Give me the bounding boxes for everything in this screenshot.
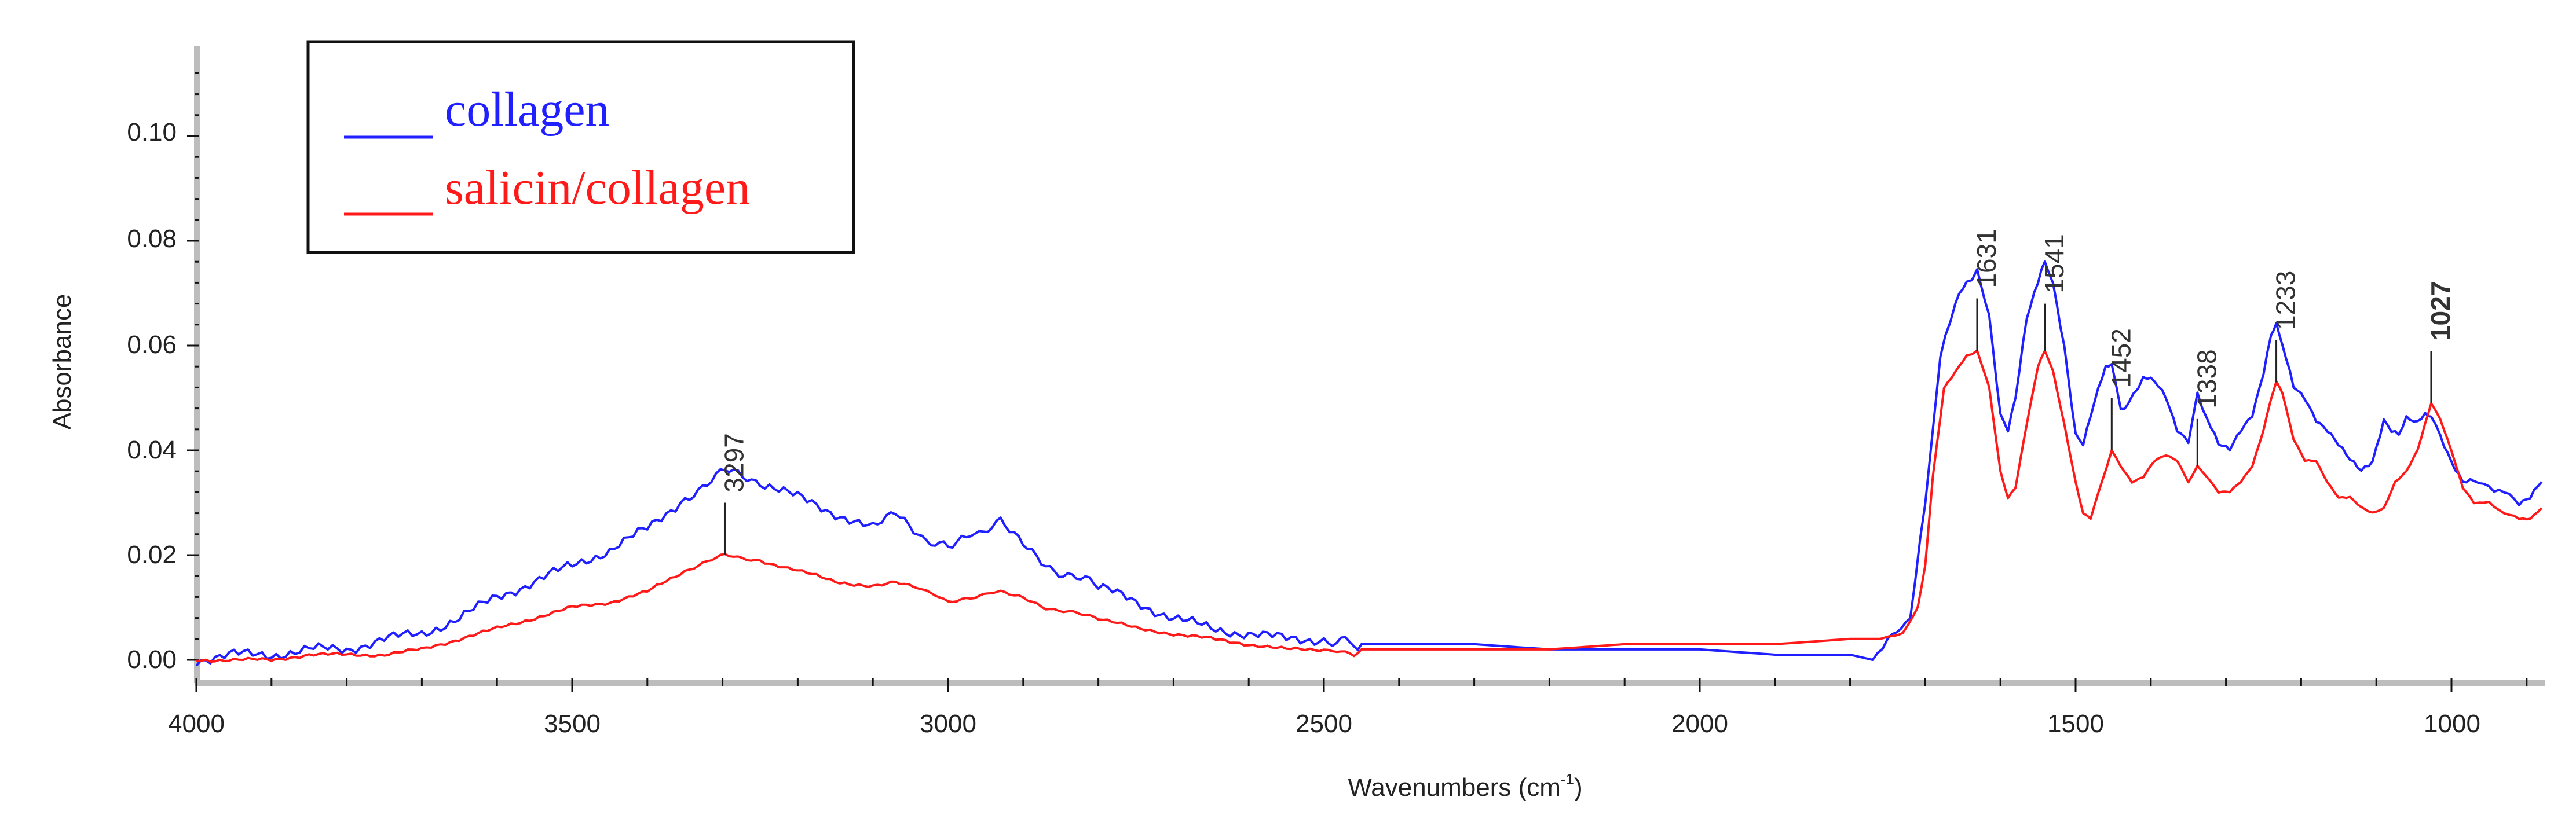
x-tick-label: 2000 xyxy=(1671,710,1728,738)
salicin-collagen-spectrum-line xyxy=(196,349,2543,663)
peak-annotations: 3297 1631 1541 1452 1338 1233 1027 xyxy=(719,229,2456,555)
x-minor-ticks xyxy=(195,678,2528,692)
y-tick-label: 0.06 xyxy=(127,331,177,359)
x-axis-title-close: ) xyxy=(1574,773,1583,802)
y-minor-ticks xyxy=(187,72,199,661)
peak-annotation: 3297 xyxy=(719,433,749,555)
collagen-spectrum-line xyxy=(195,260,2543,667)
legend-label-salicin-collagen: salicin/collagen xyxy=(445,161,750,215)
y-tick-labels: 0.10 0.08 0.06 0.04 0.02 0.00 xyxy=(127,118,177,674)
y-tick-label: 0.08 xyxy=(127,225,177,253)
x-tick-label: 4000 xyxy=(168,710,225,738)
x-axis: 4000 3500 3000 2500 2000 1500 1000 Waven… xyxy=(168,678,2545,802)
x-tick-label: 1000 xyxy=(2424,710,2480,738)
peak-annotation: 1541 xyxy=(2039,234,2069,351)
y-tick-label: 0.02 xyxy=(127,541,177,569)
peak-label: 1452 xyxy=(2106,328,2136,387)
peak-annotation: 1452 xyxy=(2106,328,2136,450)
series-layer xyxy=(195,260,2543,667)
peak-annotation: 1631 xyxy=(1971,229,2001,351)
y-tick-label: 0.00 xyxy=(127,645,177,674)
x-tick-label: 1500 xyxy=(2047,710,2104,738)
y-axis: 0.10 0.08 0.06 0.04 0.02 0.00 Absorbance xyxy=(48,46,200,683)
x-axis-title-main: Wavenumbers (cm xyxy=(1348,773,1561,802)
x-tick-label: 3500 xyxy=(544,710,601,738)
x-axis-title: Wavenumbers (cm-1) xyxy=(1348,770,1582,802)
y-tick-label: 0.10 xyxy=(127,118,177,146)
peak-label: 1233 xyxy=(2271,271,2301,330)
x-tick-labels: 4000 3500 3000 2500 2000 1500 1000 xyxy=(168,710,2480,738)
peak-label: 1338 xyxy=(2191,349,2222,408)
y-tick-label: 0.04 xyxy=(127,436,177,464)
peak-label: 3297 xyxy=(719,433,749,492)
peak-annotation: 1233 xyxy=(2271,271,2301,383)
y-axis-title: Absorbance xyxy=(48,294,76,430)
peak-label: 1027 xyxy=(2425,281,2456,340)
x-axis-title-sup: -1 xyxy=(1561,770,1574,788)
legend-label-collagen: collagen xyxy=(445,83,610,137)
peak-annotation: 1338 xyxy=(2191,349,2222,467)
x-tick-label: 3000 xyxy=(920,710,976,738)
peak-annotation: 1027 xyxy=(2425,281,2456,403)
peak-label: 1631 xyxy=(1971,229,2001,288)
x-tick-label: 2500 xyxy=(1296,710,1352,738)
peak-label: 1541 xyxy=(2039,234,2069,293)
legend: collagen salicin/collagen xyxy=(306,40,855,254)
